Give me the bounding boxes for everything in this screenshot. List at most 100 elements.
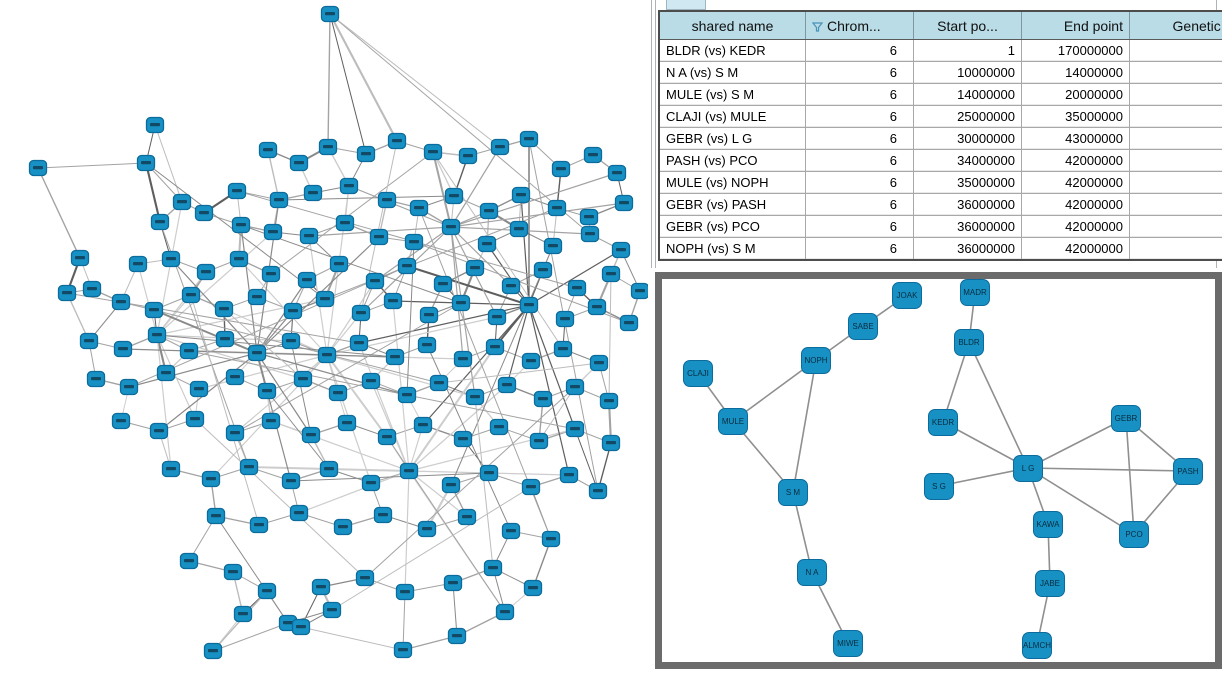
table-row[interactable]: CLAJI (vs) MULE625000000350000005.9 <box>659 106 1222 128</box>
node-label-glyph <box>262 389 272 392</box>
table-cell: 36000000 <box>914 216 1022 238</box>
table-cell: 8.9 <box>1130 194 1222 216</box>
table-row[interactable]: NOPH (vs) S M636000000420000009.9 <box>659 238 1222 261</box>
graph-node-n-a[interactable]: N A <box>797 559 827 586</box>
graph-node-sabe[interactable]: SABE <box>848 313 878 340</box>
node-label-glyph <box>184 559 194 562</box>
graph-edge <box>609 274 611 401</box>
table-cell: 42000000 <box>1022 238 1130 261</box>
filter-icon[interactable] <box>812 22 823 32</box>
graph-node-kedr[interactable]: KEDR <box>928 409 958 436</box>
node-label-glyph <box>316 585 326 588</box>
graph-node-label: ALMCH <box>1023 641 1051 650</box>
node-label-glyph <box>268 230 278 233</box>
node-label-glyph <box>552 206 562 209</box>
table-cell: 42000000 <box>1022 172 1130 194</box>
table-row[interactable]: GEBR (vs) L G6300000004300000016.9 <box>659 128 1222 150</box>
node-label-glyph <box>91 377 101 380</box>
graph-node-s-g[interactable]: S G <box>924 473 954 500</box>
subnetwork-canvas[interactable] <box>662 279 1215 662</box>
graph-node-s-m[interactable]: S M <box>778 479 808 506</box>
table-row[interactable]: MULE (vs) S M614000000200000007.5 <box>659 84 1222 106</box>
node-label-glyph <box>334 262 344 265</box>
table-cell: 42000000 <box>1022 194 1130 216</box>
panel-splitter[interactable] <box>651 0 652 268</box>
graph-node-pash[interactable]: PASH <box>1173 458 1203 485</box>
graph-node-kawa[interactable]: KAWA <box>1033 511 1063 538</box>
table-cell: 6.6 <box>1130 62 1222 84</box>
node-label-glyph <box>333 391 343 394</box>
node-label-glyph <box>524 137 534 140</box>
table-row[interactable]: GEBR (vs) PCO636000000420000008.4 <box>659 216 1222 238</box>
node-label-glyph <box>370 279 380 282</box>
node-label-glyph <box>252 351 262 354</box>
graph-node-gebr[interactable]: GEBR <box>1111 405 1141 432</box>
node-label-glyph <box>538 397 548 400</box>
graph-edge <box>328 14 330 147</box>
node-label-glyph <box>534 439 544 442</box>
graph-edge <box>330 14 500 147</box>
node-label-glyph <box>570 427 580 430</box>
graph-edge <box>393 301 409 471</box>
graph-node-pco[interactable]: PCO <box>1119 521 1149 548</box>
column-header-chrom-[interactable]: Chrom... <box>806 11 914 40</box>
column-header-label: Chrom... <box>827 18 881 34</box>
node-label-glyph <box>286 479 296 482</box>
node-label-glyph <box>211 514 221 517</box>
table-row[interactable]: MULE (vs) NOPH6350000004200000010.5 <box>659 172 1222 194</box>
graph-node-bldr[interactable]: BLDR <box>954 329 984 356</box>
graph-node-miwe[interactable]: MIWE <box>833 630 863 657</box>
graph-node-label: KEDR <box>932 418 954 427</box>
graph-node-joak[interactable]: JOAK <box>892 282 922 309</box>
table-row[interactable]: PASH (vs) PCO6340000004200000011.4 <box>659 150 1222 172</box>
node-label-glyph <box>62 291 72 294</box>
graph-node-label: MADR <box>963 288 987 297</box>
column-header-shared-name[interactable]: shared name <box>659 11 806 40</box>
node-label-glyph <box>604 399 614 402</box>
node-label-glyph <box>232 189 242 192</box>
table-row[interactable]: GEBR (vs) PASH636000000420000008.9 <box>659 194 1222 216</box>
node-label-glyph <box>606 272 616 275</box>
graph-edge <box>487 244 529 305</box>
graph-node-l-g[interactable]: L G <box>1013 455 1043 482</box>
graph-node-jabe[interactable]: JABE <box>1035 570 1065 597</box>
table-row[interactable]: BLDR (vs) KEDR61170000000192.0 <box>659 40 1222 62</box>
node-label-glyph <box>456 301 466 304</box>
graph-node-mule[interactable]: MULE <box>718 408 748 435</box>
node-label-glyph <box>116 419 126 422</box>
graph-node-almch[interactable]: ALMCH <box>1022 632 1052 659</box>
node-label-glyph <box>560 317 570 320</box>
graph-node-label: GEBR <box>1115 414 1138 423</box>
column-header-start-po-[interactable]: Start po... <box>914 11 1022 40</box>
table-row[interactable]: N A (vs) S M610000000140000006.6 <box>659 62 1222 84</box>
node-label-glyph <box>286 339 296 342</box>
graph-edge <box>405 471 409 592</box>
node-label-glyph <box>458 437 468 440</box>
node-label-glyph <box>356 311 366 314</box>
node-label-glyph <box>201 270 211 273</box>
table-cell: 30000000 <box>914 128 1022 150</box>
graph-node-label: JABE <box>1040 579 1060 588</box>
graph-node-madr[interactable]: MADR <box>960 279 990 306</box>
graph-edge <box>38 168 80 258</box>
graph-edge <box>189 351 575 429</box>
node-label-glyph <box>446 225 456 228</box>
node-label-glyph <box>593 489 603 492</box>
table-cell: 10.5 <box>1130 172 1222 194</box>
node-label-glyph <box>263 148 273 151</box>
graph-edge <box>529 305 569 475</box>
graph-node-claji[interactable]: CLAJI <box>683 360 713 387</box>
node-label-glyph <box>340 221 350 224</box>
node-label-glyph <box>488 566 498 569</box>
column-header-genetic-[interactable]: Genetic... <box>1130 11 1222 40</box>
node-label-glyph <box>448 581 458 584</box>
node-label-glyph <box>392 139 402 142</box>
table-cell: 14000000 <box>1022 62 1130 84</box>
graph-node-label: MULE <box>722 417 744 426</box>
column-header-end-point[interactable]: End point <box>1022 11 1130 40</box>
node-label-glyph <box>327 608 337 611</box>
main-network-canvas[interactable] <box>0 0 648 669</box>
graph-node-noph[interactable]: NOPH <box>801 347 831 374</box>
